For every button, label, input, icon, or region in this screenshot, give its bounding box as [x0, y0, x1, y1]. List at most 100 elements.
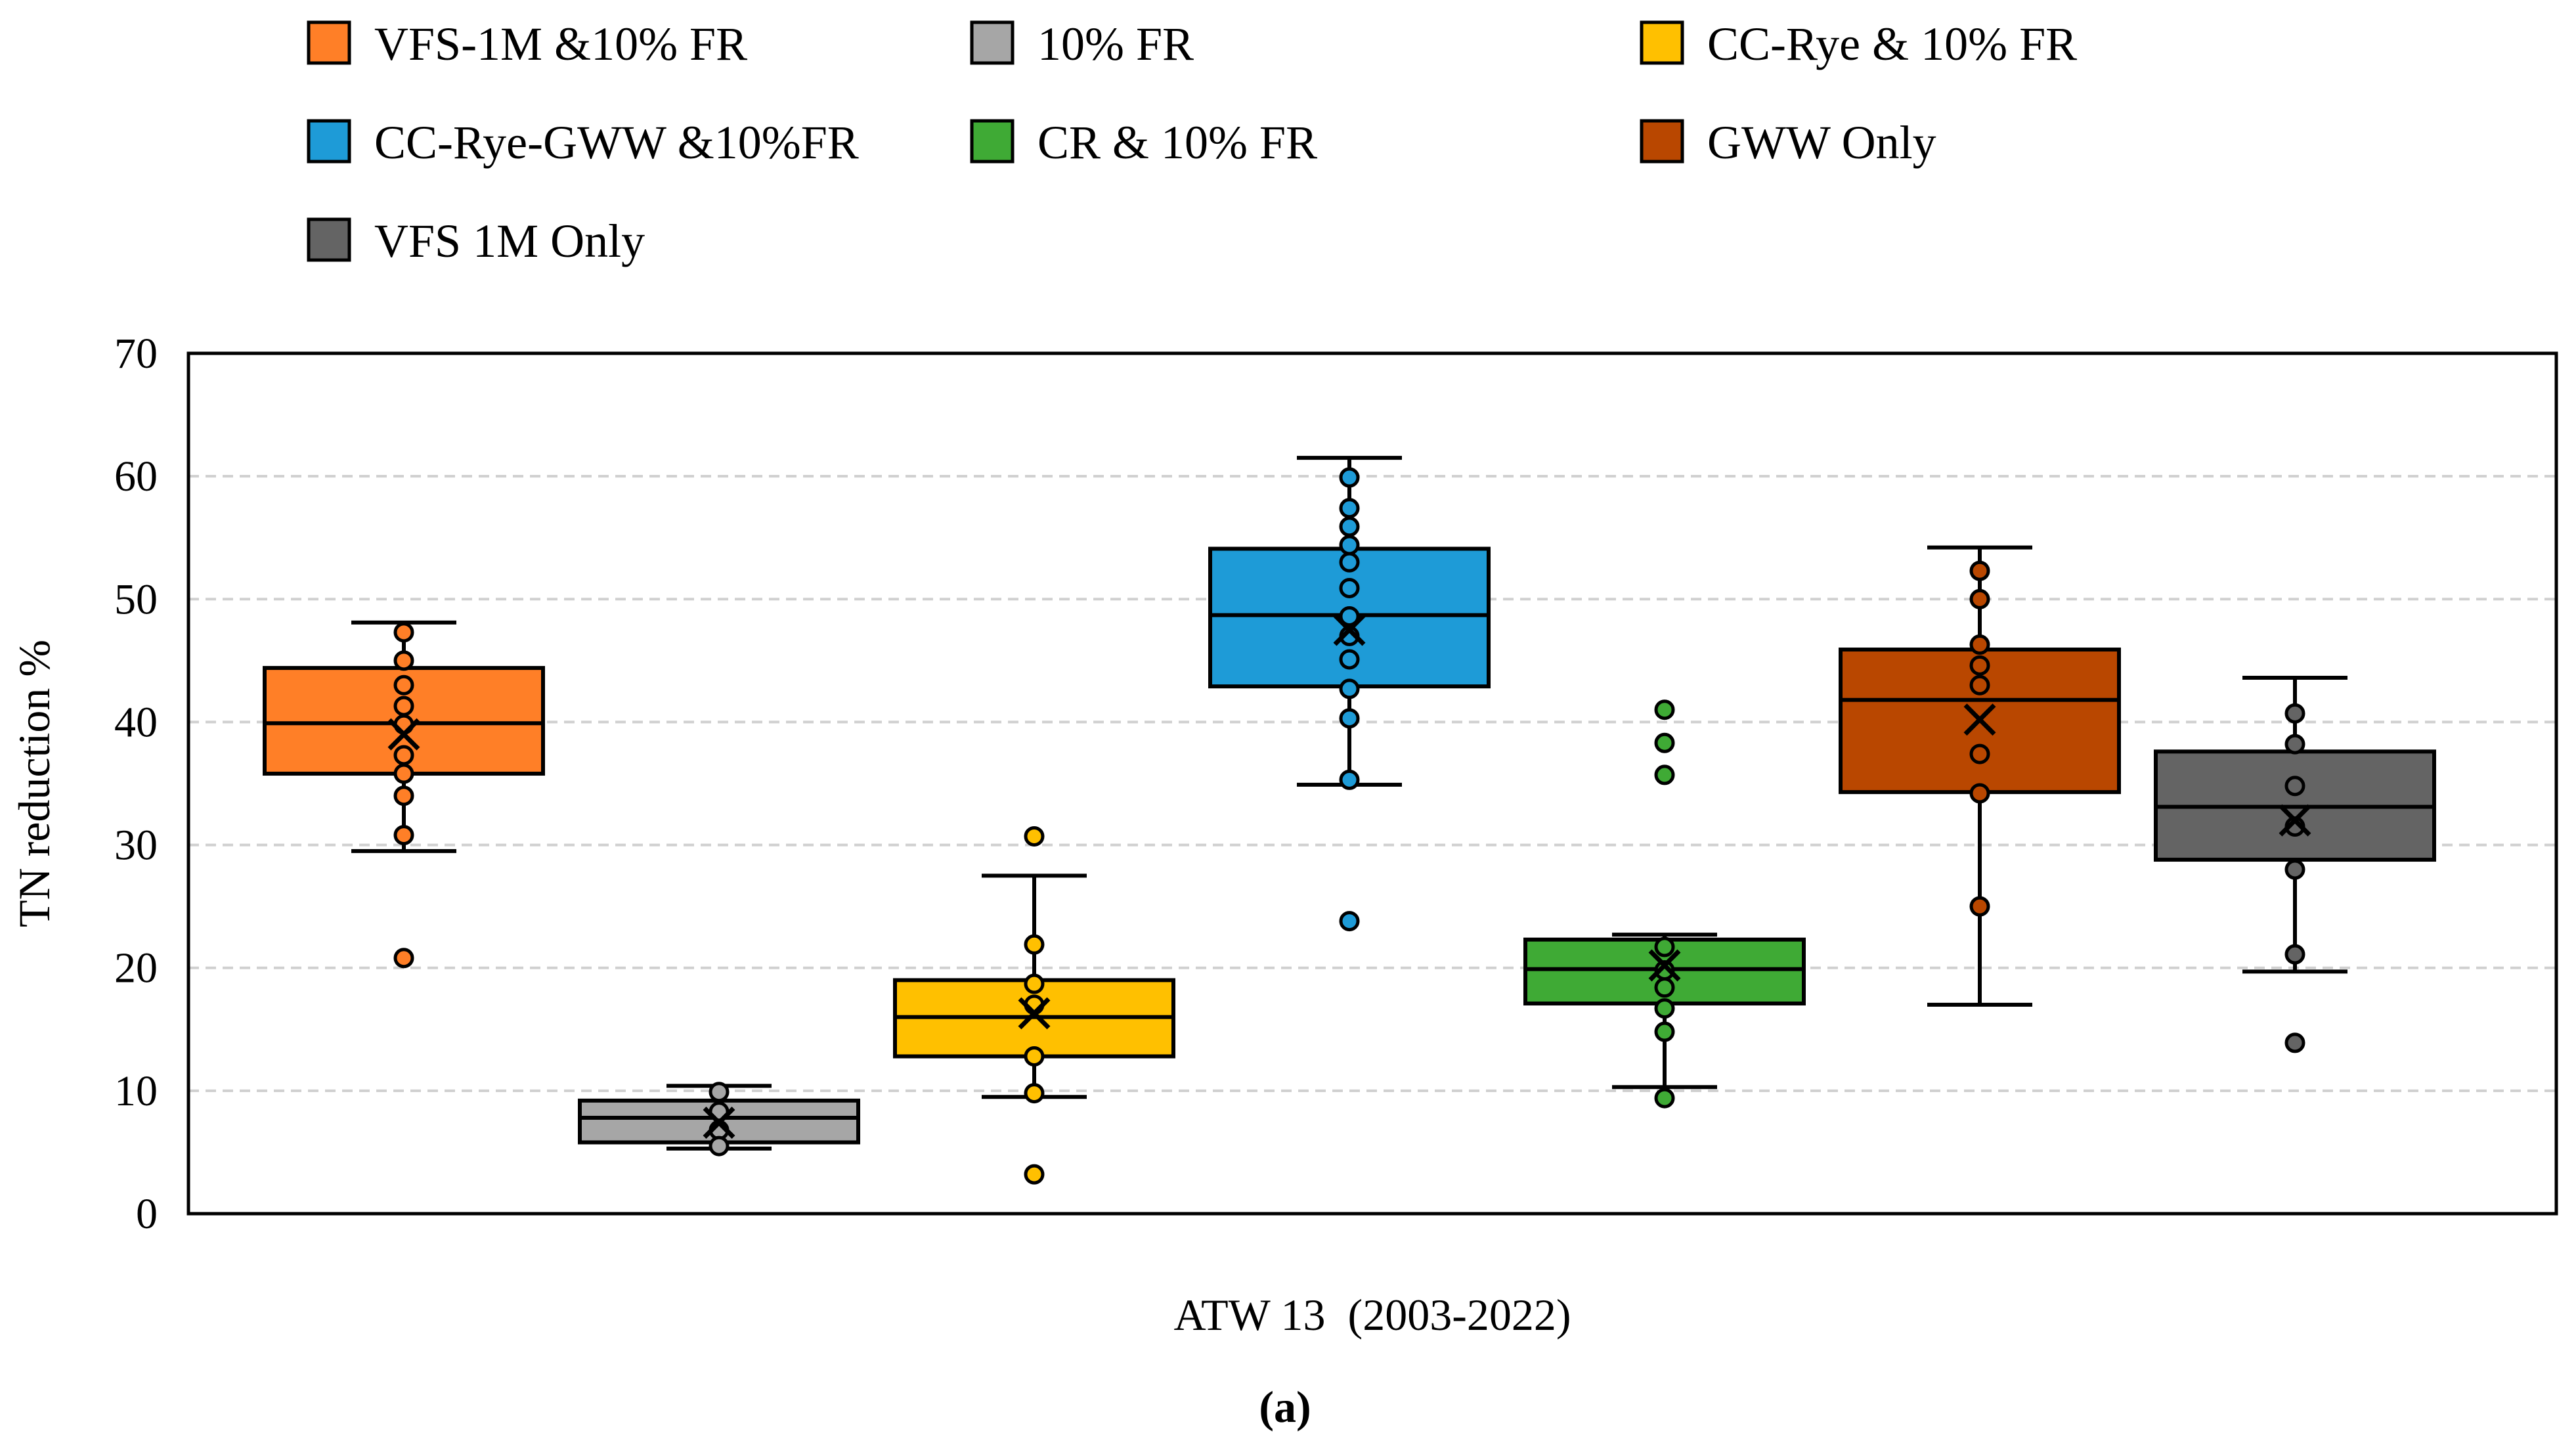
box-series — [578, 1082, 860, 1157]
mean-marker-stroke — [1333, 613, 1366, 646]
data-point — [1339, 606, 1360, 627]
data-point — [1339, 649, 1360, 670]
y-tick-label: 30 — [114, 822, 158, 870]
data-point — [1654, 937, 1675, 958]
data-point — [2284, 1032, 2305, 1053]
data-point — [1024, 1046, 1045, 1067]
data-point — [1969, 674, 1990, 695]
data-point — [1024, 1164, 1045, 1185]
data-point — [1654, 1088, 1675, 1109]
data-point — [1654, 732, 1675, 753]
legend: VFS-1M &10% FR 10% FR CC-Rye & 10% FR CC-Ry… — [307, 18, 2077, 267]
data-point — [393, 695, 414, 717]
mean-marker — [2279, 804, 2311, 837]
mean-marker — [387, 718, 420, 751]
y-tick-label: 70 — [114, 330, 158, 378]
data-point — [1339, 498, 1360, 519]
data-point — [1654, 1021, 1675, 1042]
data-point — [709, 1136, 730, 1157]
y-axis-label: TN reduction % — [9, 640, 59, 927]
data-point — [1339, 708, 1360, 729]
y-tick-label: 0 — [136, 1190, 158, 1238]
y-tick-label: 10 — [114, 1067, 158, 1115]
data-point — [1024, 973, 1045, 994]
data-point — [393, 785, 414, 806]
data-point — [1654, 699, 1675, 720]
data-point — [1969, 634, 1990, 655]
mean-marker-stroke — [1648, 949, 1681, 982]
legend-label: VFS-1M &10% FR — [374, 18, 747, 70]
data-point — [1654, 998, 1675, 1019]
y-tick-label: 50 — [114, 575, 158, 623]
data-point — [2284, 734, 2305, 755]
y-tick-label: 40 — [114, 698, 158, 746]
mean-marker-stroke — [703, 1107, 735, 1139]
data-point — [1969, 783, 1990, 804]
mean-marker — [1333, 613, 1366, 646]
plot-area-frame — [186, 351, 2558, 1216]
legend-swatch — [970, 20, 1015, 65]
data-point — [1339, 678, 1360, 699]
legend-swatch — [307, 20, 351, 65]
legend-label: GWW Only — [1707, 116, 1936, 169]
data-point — [1024, 826, 1045, 847]
mean-marker — [1648, 949, 1681, 982]
legend-swatch — [1640, 119, 1684, 164]
mean-marker-stroke — [1018, 997, 1051, 1030]
mean-marker-stroke — [1963, 703, 1996, 736]
data-point — [393, 745, 414, 766]
box-series — [1208, 456, 1491, 932]
mean-marker — [703, 1107, 735, 1139]
panel-label: (a) — [1259, 1382, 1311, 1432]
data-point — [1024, 934, 1045, 955]
data-point — [393, 948, 414, 969]
data-point — [1969, 655, 1990, 676]
data-point — [2284, 944, 2305, 965]
mean-marker — [1018, 997, 1051, 1030]
legend-label: CC-Rye & 10% FR — [1707, 18, 2077, 70]
y-tick-label: 60 — [114, 452, 158, 500]
data-point — [2284, 859, 2305, 880]
mean-marker-stroke — [2279, 804, 2311, 837]
box-series — [1523, 699, 1806, 1109]
data-point — [1339, 516, 1360, 537]
data-point — [393, 674, 414, 695]
box-series — [263, 620, 545, 969]
data-point — [709, 1082, 730, 1103]
box-series — [893, 826, 1175, 1185]
box-series — [2154, 676, 2436, 1053]
data-point — [1969, 560, 1990, 581]
legend-swatch — [307, 119, 351, 164]
data-point — [1339, 769, 1360, 790]
y-tick-label: 20 — [114, 944, 158, 992]
legend-swatch — [307, 217, 351, 262]
y-axis: 0 10 20 30 40 50 60 70 — [114, 330, 158, 1238]
data-point — [1969, 588, 1990, 609]
data-point — [393, 650, 414, 671]
legend-label: 10% FR — [1037, 18, 1194, 70]
mean-marker-stroke — [387, 718, 420, 751]
legend-label: VFS 1M Only — [374, 215, 645, 267]
data-point — [1969, 743, 1990, 764]
data-point — [393, 763, 414, 784]
data-point — [2284, 703, 2305, 724]
legend-swatch — [1640, 20, 1684, 65]
data-point — [393, 825, 414, 846]
data-point — [1339, 552, 1360, 573]
legend-swatch — [970, 119, 1015, 164]
x-category-label: ATW 13 (2003-2022) — [1174, 1290, 1571, 1340]
legend-label: CR & 10% FR — [1037, 116, 1317, 169]
box-series — [1839, 545, 2121, 1007]
data-point — [1339, 577, 1360, 598]
data-point — [1654, 764, 1675, 785]
legend-label: CC-Rye-GWW &10%FR — [374, 116, 859, 169]
data-point — [1969, 896, 1990, 917]
mean-marker — [1963, 703, 1996, 736]
data-point — [1339, 467, 1360, 488]
box-series-group — [263, 456, 2436, 1185]
data-point — [1024, 1083, 1045, 1104]
data-point — [393, 622, 414, 643]
data-point — [2284, 776, 2305, 797]
data-point — [1654, 977, 1675, 998]
